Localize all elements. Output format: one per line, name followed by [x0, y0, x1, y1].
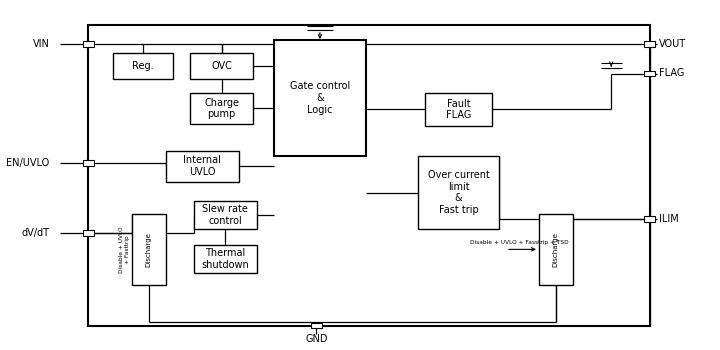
Text: Fault
FLAG: Fault FLAG	[446, 99, 472, 120]
Text: Thermal
shutdown: Thermal shutdown	[202, 248, 249, 270]
Bar	[83, 230, 94, 236]
Bar	[113, 52, 173, 79]
Text: FLAG: FLAG	[659, 69, 684, 78]
Text: ILIM: ILIM	[659, 214, 679, 224]
Bar	[83, 160, 94, 166]
Text: Slew rate
control: Slew rate control	[202, 204, 248, 226]
Text: Internal
UVLO: Internal UVLO	[184, 155, 221, 177]
Text: dV/dT: dV/dT	[22, 228, 50, 238]
Bar	[644, 41, 655, 47]
Bar	[539, 214, 572, 285]
Text: OVC: OVC	[211, 61, 232, 71]
Bar	[426, 93, 492, 126]
Text: Discharge: Discharge	[553, 232, 559, 267]
Bar	[194, 245, 257, 273]
Bar	[190, 93, 253, 124]
Text: EN/UVLO: EN/UVLO	[6, 158, 50, 168]
Bar	[311, 323, 322, 328]
Text: Discharge: Discharge	[145, 232, 152, 267]
Text: Disable + UVLO
+ Fasttrip: Disable + UVLO + Fasttrip	[120, 226, 130, 273]
Text: Disable + UVLO + Fasstrip + TSD: Disable + UVLO + Fasstrip + TSD	[469, 240, 568, 245]
Bar	[166, 150, 239, 182]
Bar	[274, 40, 366, 156]
Text: Reg.: Reg.	[132, 61, 153, 71]
Bar	[644, 216, 655, 222]
Bar	[132, 214, 166, 285]
Text: VOUT: VOUT	[659, 39, 686, 49]
Text: GND: GND	[305, 335, 328, 344]
Bar	[194, 201, 257, 229]
Bar	[83, 41, 94, 47]
Text: Over current
limit
&
Fast trip: Over current limit & Fast trip	[428, 170, 490, 215]
Bar	[89, 25, 650, 326]
Text: Charge
pump: Charge pump	[204, 98, 239, 119]
Bar	[418, 156, 499, 229]
Bar	[644, 71, 655, 76]
Bar	[190, 52, 253, 79]
Text: Gate control
&
Logic: Gate control & Logic	[290, 82, 350, 114]
Text: VIN: VIN	[33, 39, 50, 49]
